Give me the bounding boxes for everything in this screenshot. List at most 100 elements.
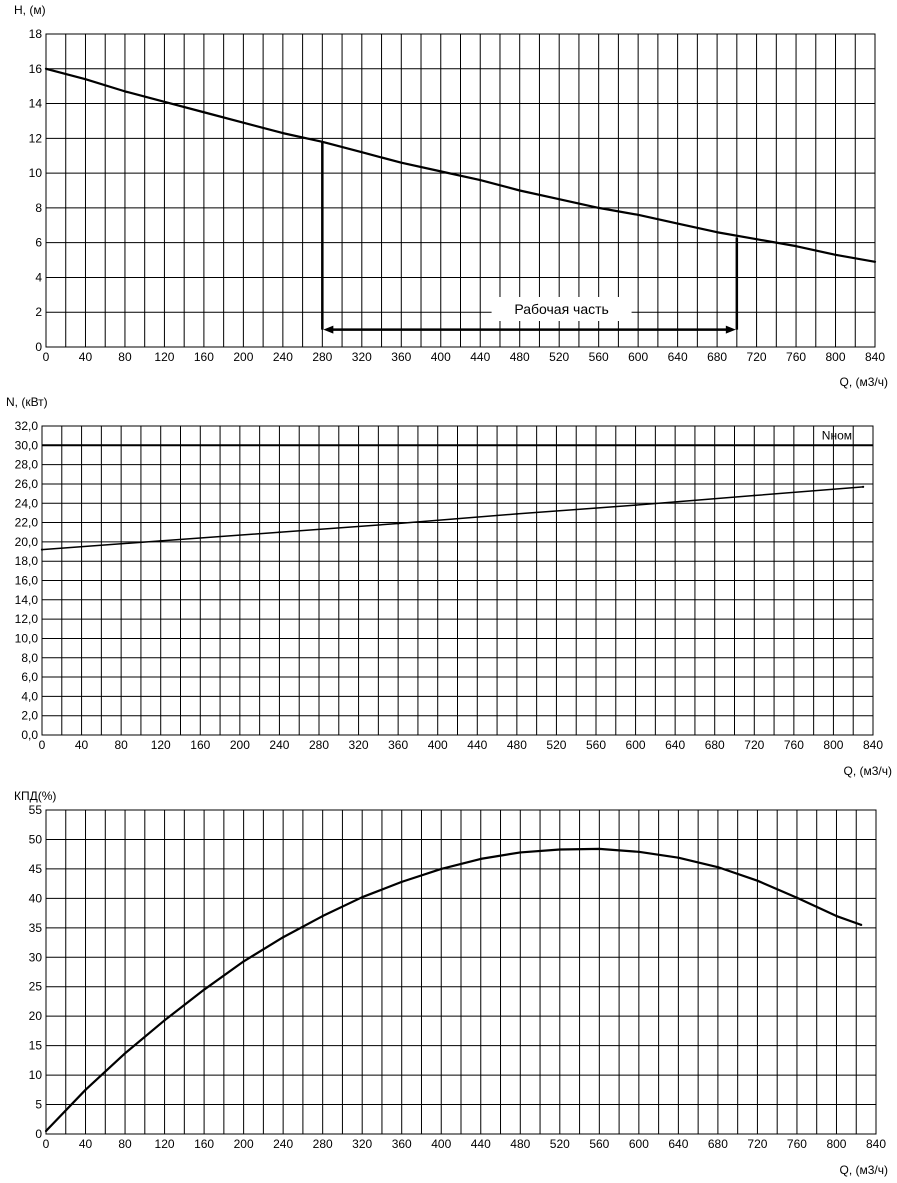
y-tick-label: 0,0 bbox=[21, 728, 38, 742]
series-point bbox=[835, 914, 838, 918]
x-tick-label: 600 bbox=[629, 1137, 649, 1151]
x-tick-label: 640 bbox=[665, 738, 685, 752]
x-tick-label: 120 bbox=[154, 350, 174, 364]
y-tick-label: 8 bbox=[35, 201, 42, 215]
series-point bbox=[439, 170, 442, 173]
x-tick-label: 840 bbox=[863, 738, 883, 752]
working-range-arrow-head-left bbox=[323, 325, 334, 334]
x-tick-label: 40 bbox=[75, 738, 89, 752]
head-chart: H, (м) Q, (м3/ч) 0 2 4 6 8 10 12 14 16 18 0 40 80 120… bbox=[14, 3, 888, 389]
x-tick-label: 240 bbox=[273, 1137, 293, 1151]
y-tick-label: 18 bbox=[29, 27, 43, 41]
power-chart-xlabel: Q, (м3/ч) bbox=[843, 764, 892, 778]
series-point bbox=[159, 539, 162, 543]
series-point bbox=[795, 896, 799, 899]
x-tick-label: 160 bbox=[194, 1137, 214, 1151]
working-range-label-bg bbox=[491, 297, 632, 321]
series-point bbox=[242, 121, 245, 124]
x-tick-label: 480 bbox=[510, 1137, 530, 1151]
series-point bbox=[716, 866, 720, 869]
x-tick-label: 320 bbox=[349, 738, 369, 752]
x-tick-label: 80 bbox=[114, 738, 128, 752]
x-tick-label: 0 bbox=[43, 1137, 50, 1151]
series-point bbox=[479, 178, 482, 182]
x-tick-label: 280 bbox=[313, 1137, 333, 1151]
x-tick-label: 40 bbox=[79, 350, 93, 364]
series-point bbox=[278, 531, 281, 534]
x-tick-label: 680 bbox=[705, 738, 725, 752]
efficiency-chart-ylabel: КПД(%) bbox=[14, 789, 56, 803]
x-tick-label: 240 bbox=[273, 350, 293, 364]
power-chart: N, (кВт) Q, (м3/ч) 0,0 2,0 4,0 6,0 8,0 10,0 12… bbox=[6, 395, 892, 778]
series-point bbox=[242, 960, 245, 963]
x-tick-label: 680 bbox=[707, 350, 727, 364]
y-tick-label: 14,0 bbox=[15, 593, 39, 607]
x-tick-label: 360 bbox=[388, 738, 408, 752]
x-tick-label: 0 bbox=[43, 350, 50, 364]
series-point bbox=[676, 222, 679, 225]
y-tick-label: 5 bbox=[35, 1098, 42, 1112]
series-point bbox=[360, 151, 363, 154]
series-point bbox=[518, 189, 521, 192]
x-tick-label: 240 bbox=[269, 738, 289, 752]
series-point bbox=[558, 848, 561, 851]
series-point bbox=[637, 213, 640, 216]
x-tick-label: 440 bbox=[470, 350, 490, 364]
series-point bbox=[862, 485, 865, 488]
x-tick-label: 720 bbox=[747, 350, 767, 364]
series-point bbox=[84, 78, 87, 81]
series-point bbox=[753, 494, 756, 497]
x-tick-label: 560 bbox=[589, 1137, 609, 1151]
y-tick-label: 25 bbox=[29, 980, 43, 994]
series-point bbox=[321, 914, 324, 918]
y-tick-label: 35 bbox=[29, 921, 43, 935]
x-tick-label: 360 bbox=[392, 1137, 412, 1151]
y-tick-label: 16 bbox=[29, 62, 43, 76]
x-tick-label: 680 bbox=[708, 1137, 728, 1151]
series-point bbox=[637, 850, 640, 853]
y-tick-label: 12,0 bbox=[15, 612, 39, 626]
x-tick-label: 400 bbox=[428, 738, 448, 752]
x-tick-label: 600 bbox=[626, 738, 646, 752]
series-point bbox=[756, 879, 759, 882]
x-tick-label: 760 bbox=[784, 738, 804, 752]
x-tick-label: 800 bbox=[826, 350, 846, 364]
x-tick-label: 800 bbox=[826, 1137, 846, 1151]
x-tick-label: 840 bbox=[865, 350, 885, 364]
y-tick-label: 12 bbox=[29, 131, 43, 145]
y-tick-label: 6 bbox=[35, 236, 42, 250]
x-tick-label: 120 bbox=[151, 738, 171, 752]
x-tick-label: 160 bbox=[194, 350, 214, 364]
series-point bbox=[202, 111, 205, 114]
x-tick-label: 400 bbox=[431, 350, 451, 364]
series-point bbox=[163, 1019, 166, 1022]
series-point bbox=[361, 896, 364, 899]
series-point bbox=[519, 851, 522, 854]
y-tick-label: 15 bbox=[29, 1039, 43, 1053]
series-point bbox=[84, 1088, 87, 1091]
x-tick-label: 320 bbox=[352, 350, 372, 364]
x-tick-label: 80 bbox=[118, 1137, 132, 1151]
series-point bbox=[558, 198, 561, 201]
y-tick-label: 10,0 bbox=[15, 631, 39, 645]
head-chart-xlabel: Q, (м3/ч) bbox=[839, 375, 888, 389]
y-tick-label: 30 bbox=[29, 950, 43, 964]
y-tick-label: 18,0 bbox=[15, 554, 39, 568]
series-line bbox=[45, 67, 876, 263]
series-point bbox=[281, 132, 284, 135]
series-line bbox=[45, 847, 862, 1132]
y-tick-label: 22,0 bbox=[15, 516, 39, 530]
y-tick-label: 45 bbox=[29, 862, 43, 876]
x-tick-label: 720 bbox=[747, 1137, 767, 1151]
series-point bbox=[203, 988, 206, 991]
series-point bbox=[677, 856, 680, 859]
y-tick-label: 6,0 bbox=[21, 670, 38, 684]
x-tick-label: 480 bbox=[510, 350, 530, 364]
series-point bbox=[597, 206, 600, 209]
y-tick-label: 24,0 bbox=[15, 496, 39, 510]
y-tick-label: 2 bbox=[35, 305, 42, 319]
series-point bbox=[515, 512, 518, 515]
x-tick-label: 520 bbox=[546, 738, 566, 752]
x-tick-label: 200 bbox=[230, 738, 250, 752]
